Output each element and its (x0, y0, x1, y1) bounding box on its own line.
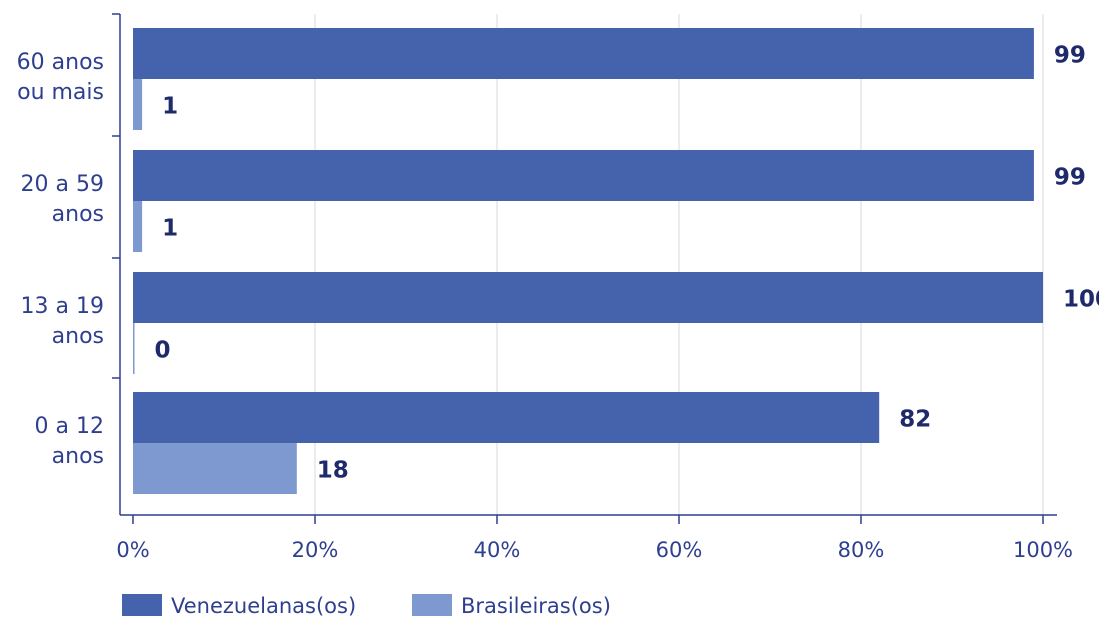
value-label: 99 (1054, 165, 1086, 191)
legend-label: Venezuelanas(os) (171, 594, 356, 617)
value-label: 82 (899, 407, 931, 433)
bar-venezuelanas (133, 392, 880, 443)
x-tick-label: 0% (116, 538, 149, 562)
legend-swatch (412, 594, 452, 616)
category-label: 60 anos ou mais (17, 50, 104, 105)
bar-brasileiras (133, 201, 143, 252)
value-label: 18 (317, 458, 349, 484)
x-tick-label: 20% (292, 538, 339, 562)
bar-venezuelanas (133, 150, 1034, 201)
bars (133, 28, 1043, 494)
x-tick-label: 80% (838, 538, 885, 562)
bar-brasileiras (133, 79, 143, 130)
axes (112, 13, 1057, 516)
bar-brasileiras (133, 443, 297, 494)
category-labels: 60 anos ou mais 20 a 59 anos 13 a 19 anos 0 a … (17, 50, 104, 469)
category-label: 20 a 59 anos (21, 172, 104, 227)
value-label: 1 (162, 216, 178, 242)
value-label: 1 (162, 94, 178, 120)
x-tick-label: 40% (474, 538, 521, 562)
legend: Venezuelanas(os) Brasileiras(os) (122, 594, 611, 617)
value-label: 0 (155, 338, 171, 364)
category-label: 13 a 19 anos (21, 294, 104, 349)
bar-brasileiras (133, 323, 135, 374)
legend-swatch (122, 594, 162, 616)
x-tick-label: 60% (656, 538, 703, 562)
value-label: 99 (1054, 43, 1086, 69)
bar-venezuelanas (133, 28, 1034, 79)
x-ticks: 0% 20% 40% 60% 80% 100% (116, 515, 1073, 562)
value-labels: 99 1 99 1 100 0 82 18 (155, 43, 1099, 484)
category-label: 0 a 12 anos (35, 414, 104, 469)
legend-label: Brasileiras(os) (461, 594, 611, 617)
bar-venezuelanas (133, 272, 1043, 323)
x-tick-label: 100% (1013, 538, 1073, 562)
value-label: 100 (1063, 287, 1099, 313)
